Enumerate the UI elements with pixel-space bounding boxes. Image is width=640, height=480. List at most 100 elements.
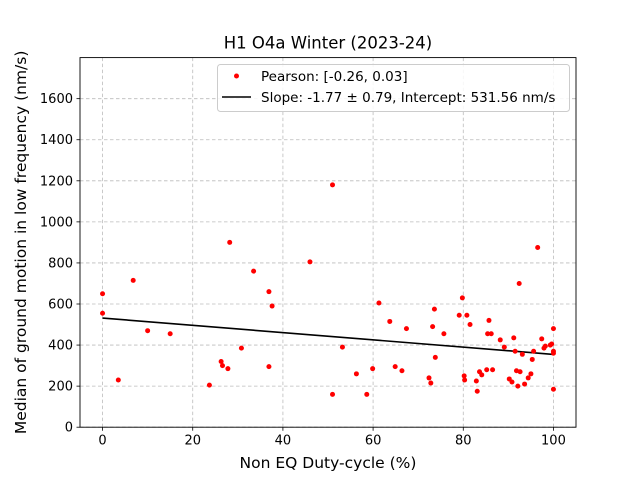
data-point: [528, 371, 534, 377]
data-point: [461, 373, 467, 379]
y-tick-label: 400: [48, 339, 73, 354]
data-point: [535, 245, 541, 251]
plot-frame: [79, 57, 577, 428]
data-point: [516, 280, 522, 286]
y-tick-label: 0: [65, 421, 73, 436]
data-point: [428, 380, 434, 386]
data-point: [266, 289, 272, 295]
data-point: [490, 367, 496, 373]
data-point: [488, 331, 494, 337]
legend-box: [217, 64, 570, 112]
data-point: [531, 348, 537, 354]
data-point: [511, 335, 517, 341]
y-tick-label: 800: [48, 256, 73, 271]
data-points: [100, 182, 556, 397]
fit-line: [102, 317, 554, 356]
data-point: [467, 322, 473, 328]
grid: [80, 57, 576, 428]
data-point: [456, 312, 462, 318]
data-point: [339, 344, 345, 350]
data-point: [266, 364, 272, 370]
data-point: [218, 358, 224, 364]
data-point: [515, 383, 521, 389]
data-point: [550, 386, 556, 392]
data-point: [227, 239, 233, 245]
data-point: [307, 259, 313, 265]
data-point: [364, 391, 370, 397]
y-tick-label: 200: [48, 380, 73, 395]
data-point: [501, 344, 507, 350]
data-point: [542, 343, 548, 349]
data-point: [269, 303, 275, 309]
data-point: [459, 295, 465, 301]
data-point: [430, 324, 436, 330]
data-point: [330, 391, 336, 397]
data-point: [219, 363, 225, 369]
data-point: [167, 331, 173, 337]
data-point: [509, 379, 515, 385]
data-point: [432, 354, 438, 360]
x-axis-label: Non EQ Duty-cycle (%): [240, 454, 417, 472]
fit-line-layer: [102, 317, 554, 356]
data-point: [474, 388, 480, 394]
data-point: [145, 328, 151, 334]
data-point: [486, 317, 492, 323]
data-point: [550, 348, 556, 354]
data-point: [238, 345, 244, 351]
data-point: [426, 375, 432, 381]
data-point: [387, 318, 393, 324]
data-point: [539, 336, 545, 342]
data-point: [403, 326, 409, 332]
data-point: [549, 341, 555, 347]
data-point: [479, 372, 485, 378]
y-tick-label: 1000: [40, 215, 73, 230]
data-point: [251, 268, 257, 274]
legend-marker-points: [234, 73, 239, 79]
data-point: [473, 378, 479, 384]
data-point: [522, 381, 528, 387]
x-tick-label: 40: [275, 434, 292, 449]
y-tick-label: 1200: [40, 174, 73, 189]
y-tick-label: 600: [48, 298, 73, 313]
data-point: [529, 356, 535, 362]
x-tick-label: 20: [184, 434, 201, 449]
y-tick-label: 1600: [40, 92, 73, 107]
data-point: [441, 331, 447, 337]
x-axis-ticks: 0 20 40 60 80 100: [98, 427, 566, 449]
data-point: [115, 377, 121, 383]
data-point: [130, 277, 136, 283]
x-tick-label: 100: [541, 434, 566, 449]
data-point: [525, 375, 531, 381]
data-point: [376, 300, 382, 306]
legend: Pearson: [-0.26, 0.03] Slope: -1.77 ± 0.…: [217, 64, 570, 112]
data-point: [370, 366, 376, 372]
y-axis-label: Median of ground motion in low frequency…: [12, 51, 30, 435]
legend-label-points: Pearson: [-0.26, 0.03]: [261, 69, 408, 85]
legend-label-fit-line: Slope: -1.77 ± 0.79, Intercept: 531.56 n…: [261, 90, 555, 106]
data-point: [517, 369, 523, 375]
data-point: [497, 337, 503, 343]
data-point: [550, 326, 556, 332]
data-point: [484, 367, 490, 373]
data-point: [100, 310, 106, 316]
data-point: [399, 368, 405, 374]
data-point: [206, 382, 212, 388]
data-point: [519, 351, 525, 357]
data-point: [330, 182, 336, 188]
data-point: [462, 377, 468, 383]
data-point: [353, 371, 359, 377]
data-point: [485, 331, 491, 337]
data-point: [512, 348, 518, 354]
data-point: [100, 291, 106, 297]
chart-title: H1 O4a Winter (2023-24): [224, 34, 432, 53]
y-axis-ticks: 0 200 400 600 800 1000 1200 1400 1600: [40, 92, 80, 436]
x-tick-label: 0: [98, 434, 106, 449]
data-point: [392, 364, 398, 370]
data-point: [225, 366, 231, 372]
x-tick-label: 80: [455, 434, 472, 449]
data-point: [431, 306, 437, 312]
data-point: [464, 312, 470, 318]
x-tick-label: 60: [365, 434, 382, 449]
y-tick-label: 1400: [40, 133, 73, 148]
